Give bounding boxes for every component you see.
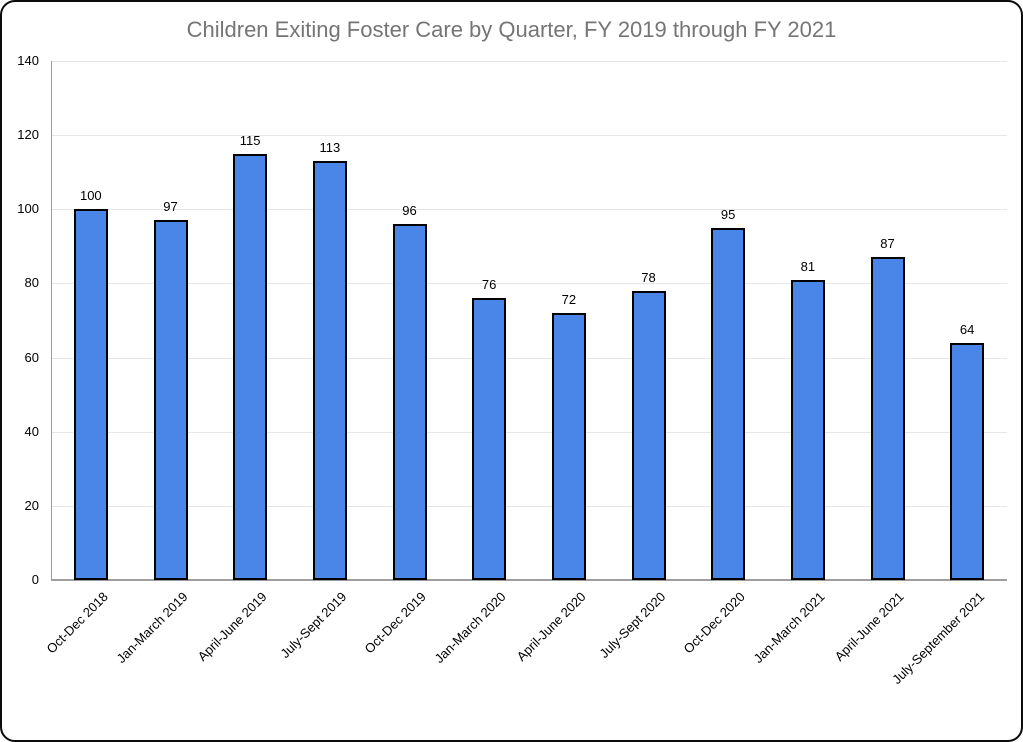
x-axis-label: July-September 2021: [888, 589, 987, 687]
y-axis-label: 20: [24, 497, 39, 513]
gridline: [51, 357, 1007, 359]
bar: [551, 313, 586, 580]
x-axis-label: Oct-Dec 2020: [680, 589, 748, 657]
x-axis-label: April-June 2020: [513, 589, 589, 664]
gridline: [51, 61, 1007, 62]
x-axis-label: April-June 2019: [194, 589, 270, 664]
x-axis-label: Oct-Dec 2019: [361, 589, 430, 657]
gridline: [51, 505, 1007, 507]
y-axis-label: 0: [31, 572, 39, 587]
gridline: [51, 209, 1007, 211]
y-axis-label: 120: [17, 127, 39, 143]
bar: [153, 220, 188, 580]
bar: [233, 153, 268, 580]
x-axis-label: Jan-March 2020: [431, 589, 509, 667]
bar-value-label: 100: [79, 188, 102, 204]
bar-value-label: 96: [402, 203, 417, 219]
x-axis-label: Jan-March 2021: [750, 589, 828, 667]
bar-value-label: 76: [481, 277, 497, 293]
y-axis-label: 140: [17, 53, 39, 68]
bar: [392, 224, 427, 580]
bar: [790, 279, 825, 580]
bar: [631, 290, 666, 580]
bar-value-label: 87: [880, 236, 895, 252]
bar: [472, 298, 507, 580]
bar-value-label: 115: [239, 132, 261, 148]
bar: [312, 161, 347, 580]
gridline: [51, 431, 1007, 433]
bar-value-label: 72: [561, 292, 577, 308]
bar-value-label: 81: [800, 258, 816, 274]
bar: [711, 227, 746, 580]
bar: [73, 209, 108, 580]
bar-value-label: 113: [319, 140, 341, 156]
bar: [870, 257, 905, 580]
bar-value-label: 78: [641, 269, 656, 285]
y-axis-label: 40: [24, 423, 39, 439]
x-axis-label: April-June 2021: [832, 589, 908, 664]
x-axis-label: July-Sept 2019: [277, 589, 350, 661]
y-axis-label: 60: [24, 349, 39, 365]
x-axis-label: Oct-Dec 2018: [43, 589, 111, 657]
bar-value-label: 97: [163, 199, 178, 215]
x-axis-label: Jan-March 2019: [113, 589, 191, 667]
bar-value-label: 95: [720, 206, 736, 222]
x-axis-label: July-Sept 2020: [596, 589, 669, 661]
y-axis-label: 100: [17, 201, 39, 217]
y-axis-label: 80: [24, 275, 39, 291]
x-axis-line: [51, 579, 1007, 581]
gridline: [51, 283, 1007, 285]
gridline: [51, 135, 1007, 137]
y-axis-line: [51, 61, 52, 580]
chart-title: Children Exiting Foster Care by Quarter,…: [186, 17, 837, 42]
bar: [950, 342, 985, 580]
bar-value-label: 64: [959, 321, 975, 337]
